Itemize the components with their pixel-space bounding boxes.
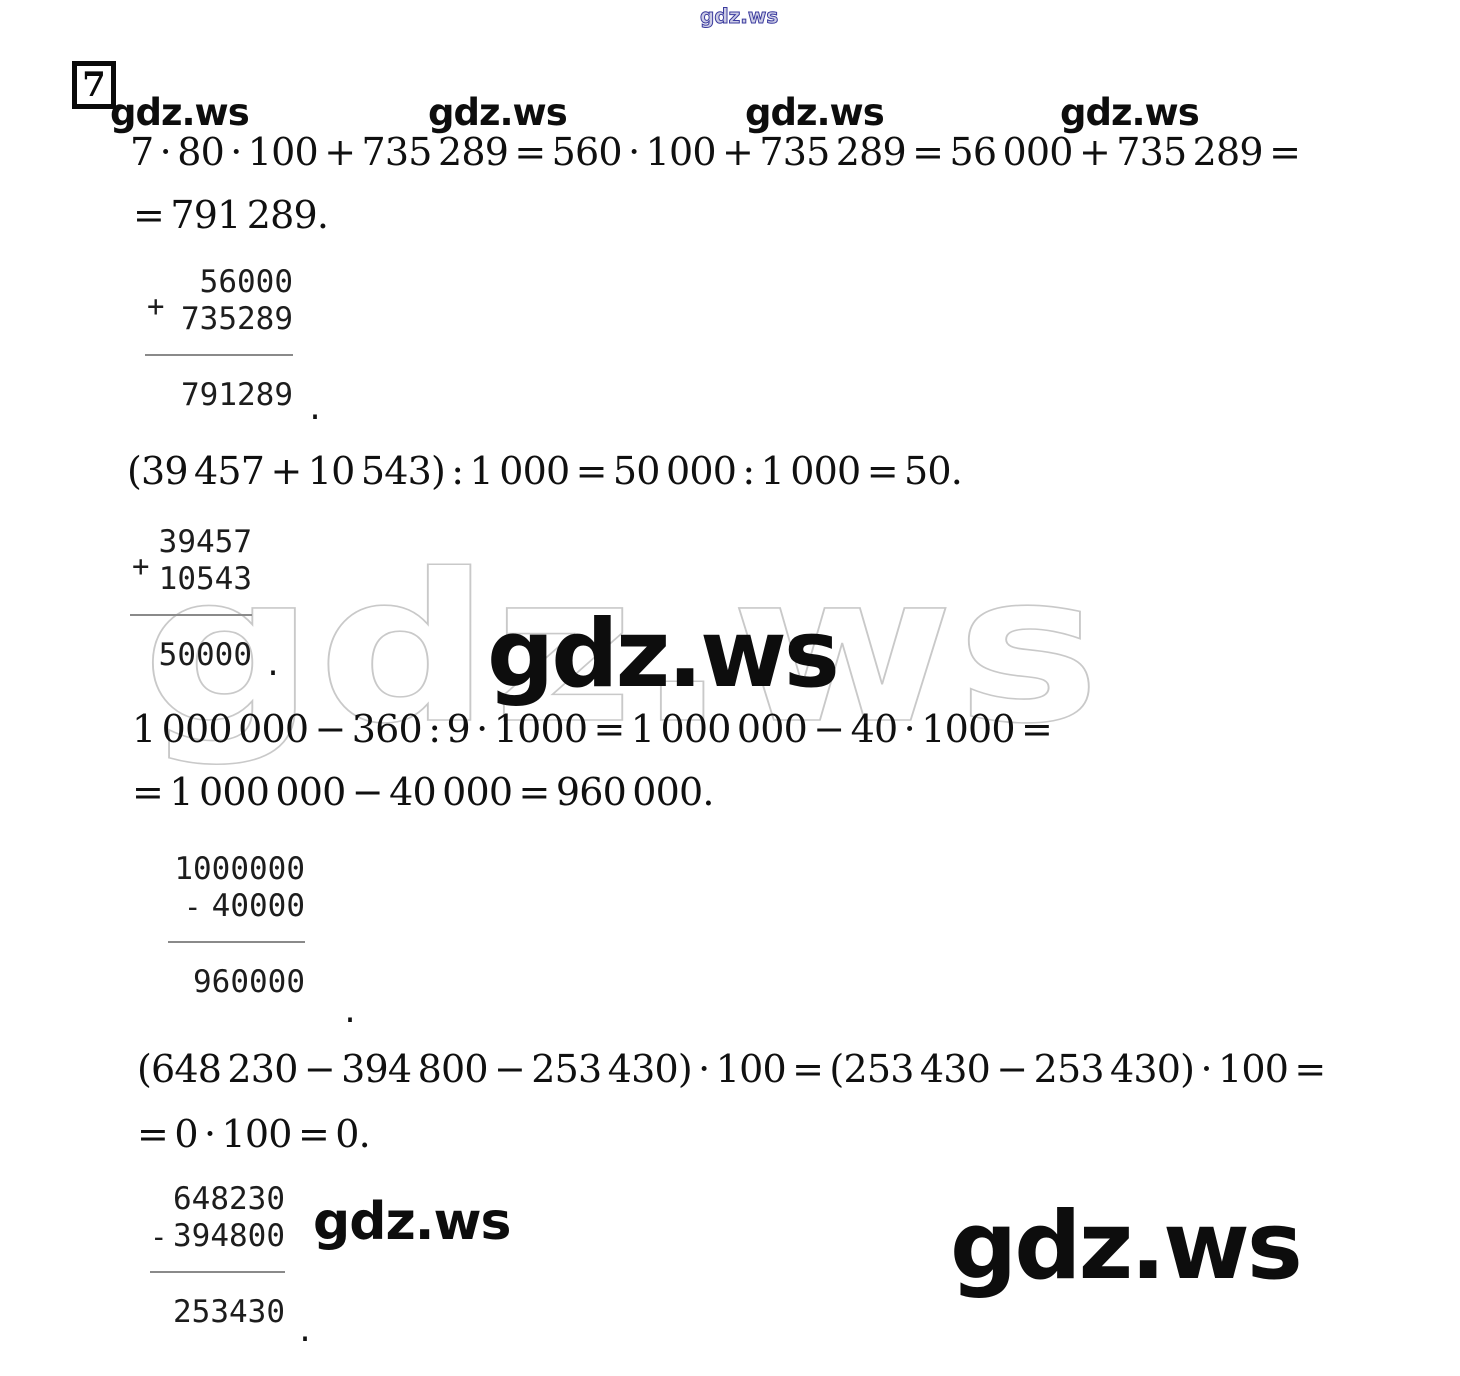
watermark-bottom-large: gdz.ws <box>950 1192 1303 1301</box>
watermark-row-1: gdz.ws <box>110 91 250 134</box>
plus-operator: + <box>147 289 165 323</box>
column-addition-1: + 56000 735289 791289 <box>145 264 293 414</box>
equation-step3-line2: = 1 000 000 − 40 000 = 960 000. <box>132 770 715 814</box>
sum-rule <box>130 614 252 616</box>
difference-result: 253430 <box>173 1294 285 1330</box>
addend-bottom: 10543 <box>158 561 252 597</box>
sum-result: 50000 <box>158 637 252 673</box>
sum-rule <box>145 354 293 356</box>
column-addition-2: + 39457 10543 50000 <box>130 524 252 674</box>
subtrahend: 394800 <box>173 1218 285 1254</box>
minuend: 648230 <box>173 1181 285 1217</box>
sum-result: 791289 <box>181 377 293 413</box>
period-mark: . <box>341 995 360 1030</box>
difference-rule <box>150 1271 285 1273</box>
addend-bottom: 735289 <box>181 301 293 337</box>
difference-rule <box>168 941 305 943</box>
equation-step3-line1: 1 000 000 − 360 : 9 · 1000 = 1 000 000 −… <box>132 707 1053 751</box>
subtrahend: 40000 <box>211 888 305 924</box>
period-mark: . <box>264 648 283 683</box>
column-subtraction-1: - 1000000 40000 960000 <box>168 851 305 1001</box>
watermark-row-2: gdz.ws <box>428 91 568 134</box>
watermark-top-small: gdz.ws <box>699 4 779 29</box>
equation-step4-line1: (648 230 − 394 800 − 253 430) · 100 = (2… <box>137 1047 1326 1091</box>
watermark-center-large: gdz.ws <box>487 600 840 709</box>
period-mark: . <box>296 1314 315 1349</box>
watermark-row-3: gdz.ws <box>745 91 885 134</box>
plus-operator: + <box>132 549 150 583</box>
minuend: 1000000 <box>174 851 305 887</box>
equation-step4-line2: = 0 · 100 = 0. <box>137 1112 371 1156</box>
difference-result: 960000 <box>193 964 305 1000</box>
problem-number: 7 <box>82 65 106 105</box>
equation-step1-line2: = 791 289. <box>133 193 329 237</box>
watermark-bottom-medium: gdz.ws <box>313 1192 511 1252</box>
equation-step2-line1: (39 457 + 10 543) : 1 000 = 50 000 : 1 0… <box>127 449 963 493</box>
column-subtraction-2: - 648230 394800 253430 <box>150 1181 285 1331</box>
equation-step1-line1: 7 · 80 · 100 + 735 289 = 560 · 100 + 735… <box>130 130 1301 174</box>
addend-top: 39457 <box>158 524 252 560</box>
watermark-outline-background: gdz.ws <box>141 531 1103 769</box>
period-mark: . <box>306 392 325 427</box>
addend-top: 56000 <box>199 264 293 300</box>
problem-number-box: 7 <box>72 61 116 109</box>
minus-operator: - <box>184 890 202 924</box>
minus-operator: - <box>150 1220 168 1254</box>
watermark-row-4: gdz.ws <box>1060 91 1200 134</box>
